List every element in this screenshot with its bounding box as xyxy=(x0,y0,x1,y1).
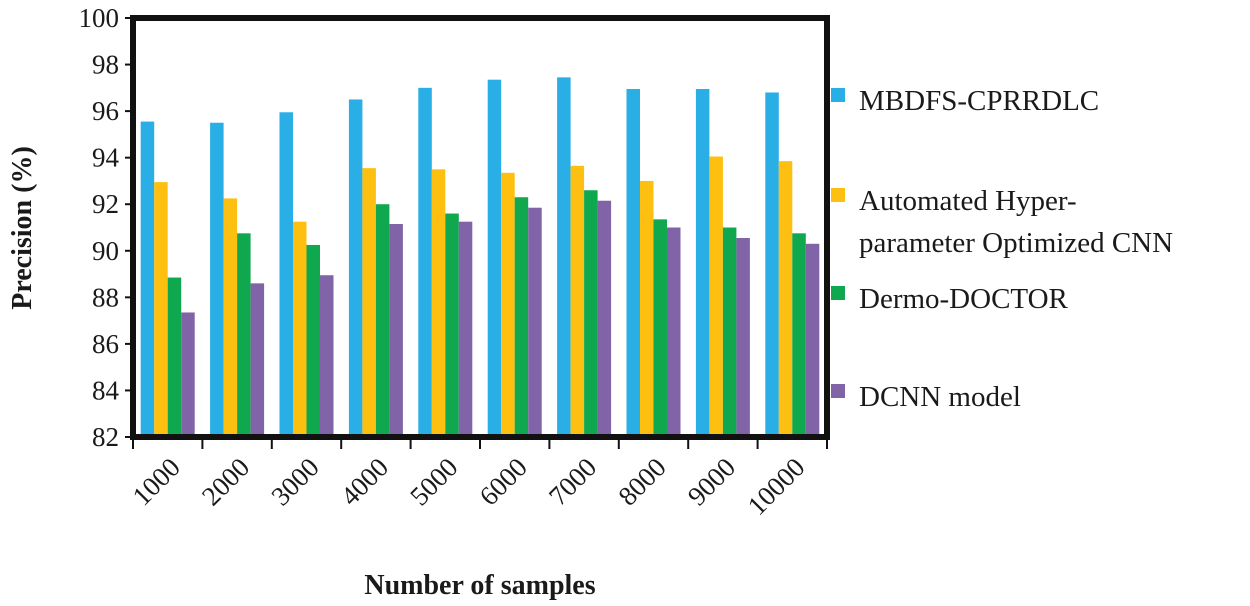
bar-mbdfs-cprrdlc-8000 xyxy=(626,88,640,437)
x-axis-title: Number of samples xyxy=(364,570,595,601)
bar-dermo-doctor-4000 xyxy=(375,204,390,437)
y-axis: 82 84 86 88 90 92 94 96 98 100 xyxy=(79,3,133,452)
bar-dermo-doctor-8000 xyxy=(653,219,667,437)
bar-automated-hyper-parameter-optimized-cnn-3000 xyxy=(293,221,307,437)
bar-mbdfs-cprrdlc-3000 xyxy=(279,112,293,438)
bar-mbdfs-cprrdlc-2000 xyxy=(210,122,224,437)
bar-dermo-doctor-9000 xyxy=(722,227,737,437)
x-axis: 1000 2000 3000 4000 5000 6000 7000 8000 9000 1000… xyxy=(127,437,828,521)
legend-label: Dermo-DOCTOR xyxy=(859,283,1069,315)
bar-mbdfs-cprrdlc-5000 xyxy=(418,87,432,437)
bar-dcnn-model-10000 xyxy=(805,243,820,437)
bar-automated-hyper-parameter-optimized-cnn-2000 xyxy=(223,198,238,437)
y-tick-label: 84 xyxy=(92,375,120,405)
bar-dermo-doctor-3000 xyxy=(306,244,320,437)
bar-dermo-doctor-6000 xyxy=(514,197,529,437)
legend-label: Automated Hyper- xyxy=(859,185,1077,217)
legend-swatch-3 xyxy=(831,286,845,300)
legend: MBDFS-CPRRDLC Automated Hyper-parameter O… xyxy=(831,85,1173,413)
bar-dermo-doctor-1000 xyxy=(167,277,182,437)
bar-automated-hyper-parameter-optimized-cnn-9000 xyxy=(709,156,723,437)
y-tick-label: 82 xyxy=(92,422,119,452)
bar-mbdfs-cprrdlc-4000 xyxy=(348,99,363,437)
bar-mbdfs-cprrdlc-10000 xyxy=(765,92,779,437)
x-tick-label: 3000 xyxy=(265,452,324,511)
bar-dermo-doctor-5000 xyxy=(445,213,459,437)
bar-dermo-doctor-2000 xyxy=(237,233,251,437)
bar-automated-hyper-parameter-optimized-cnn-1000 xyxy=(154,182,168,437)
legend-swatch-2 xyxy=(831,188,845,202)
y-tick-label: 90 xyxy=(92,236,119,266)
bar-dermo-doctor-7000 xyxy=(584,190,598,437)
y-tick-label: 98 xyxy=(92,50,119,80)
x-tick-label: 4000 xyxy=(335,452,394,511)
y-tick-label: 96 xyxy=(92,96,119,126)
bar-dcnn-model-4000 xyxy=(389,224,403,437)
x-tick-label: 8000 xyxy=(612,452,671,511)
bars-layer xyxy=(140,77,820,438)
bar-dcnn-model-5000 xyxy=(458,221,473,437)
y-tick-label: 100 xyxy=(79,3,120,33)
bar-dcnn-model-9000 xyxy=(736,237,750,437)
y-tick-label: 86 xyxy=(92,329,119,359)
bar-automated-hyper-parameter-optimized-cnn-8000 xyxy=(640,180,654,437)
bar-automated-hyper-parameter-optimized-cnn-7000 xyxy=(570,165,585,437)
y-tick-label: 94 xyxy=(92,143,120,173)
bar-dcnn-model-2000 xyxy=(250,283,265,437)
bar-automated-hyper-parameter-optimized-cnn-6000 xyxy=(501,172,515,437)
x-tick-label: 7000 xyxy=(543,452,602,511)
bar-automated-hyper-parameter-optimized-cnn-10000 xyxy=(778,161,793,438)
y-tick-label: 92 xyxy=(92,189,119,219)
legend-swatch-1 xyxy=(831,88,845,102)
bar-mbdfs-cprrdlc-7000 xyxy=(557,77,571,437)
bar-dcnn-model-3000 xyxy=(320,275,334,437)
bar-dcnn-model-8000 xyxy=(667,227,681,437)
x-tick-label: 9000 xyxy=(682,452,741,511)
legend-label: DCNN model xyxy=(859,381,1021,413)
x-tick-label: 1000 xyxy=(127,452,186,511)
x-tick-label: 5000 xyxy=(404,452,463,511)
bar-dcnn-model-7000 xyxy=(597,200,612,437)
y-tick-label: 88 xyxy=(92,282,119,312)
y-axis-title: Precision (%) xyxy=(7,146,38,310)
x-tick-label: 2000 xyxy=(196,452,255,511)
bar-mbdfs-cprrdlc-1000 xyxy=(140,121,155,437)
bar-dcnn-model-1000 xyxy=(181,312,195,437)
legend-label: parameter Optimized CNN xyxy=(859,227,1173,259)
bar-mbdfs-cprrdlc-6000 xyxy=(487,79,502,438)
x-tick-label: 6000 xyxy=(474,452,533,511)
bar-automated-hyper-parameter-optimized-cnn-5000 xyxy=(431,169,446,438)
bar-dcnn-model-6000 xyxy=(528,207,542,437)
x-tick-label: 10000 xyxy=(742,452,811,521)
legend-swatch-4 xyxy=(831,384,845,398)
bar-automated-hyper-parameter-optimized-cnn-4000 xyxy=(362,168,376,437)
bar-dermo-doctor-10000 xyxy=(792,233,806,437)
legend-label: MBDFS-CPRRDLC xyxy=(859,85,1099,117)
bar-mbdfs-cprrdlc-9000 xyxy=(695,88,710,437)
